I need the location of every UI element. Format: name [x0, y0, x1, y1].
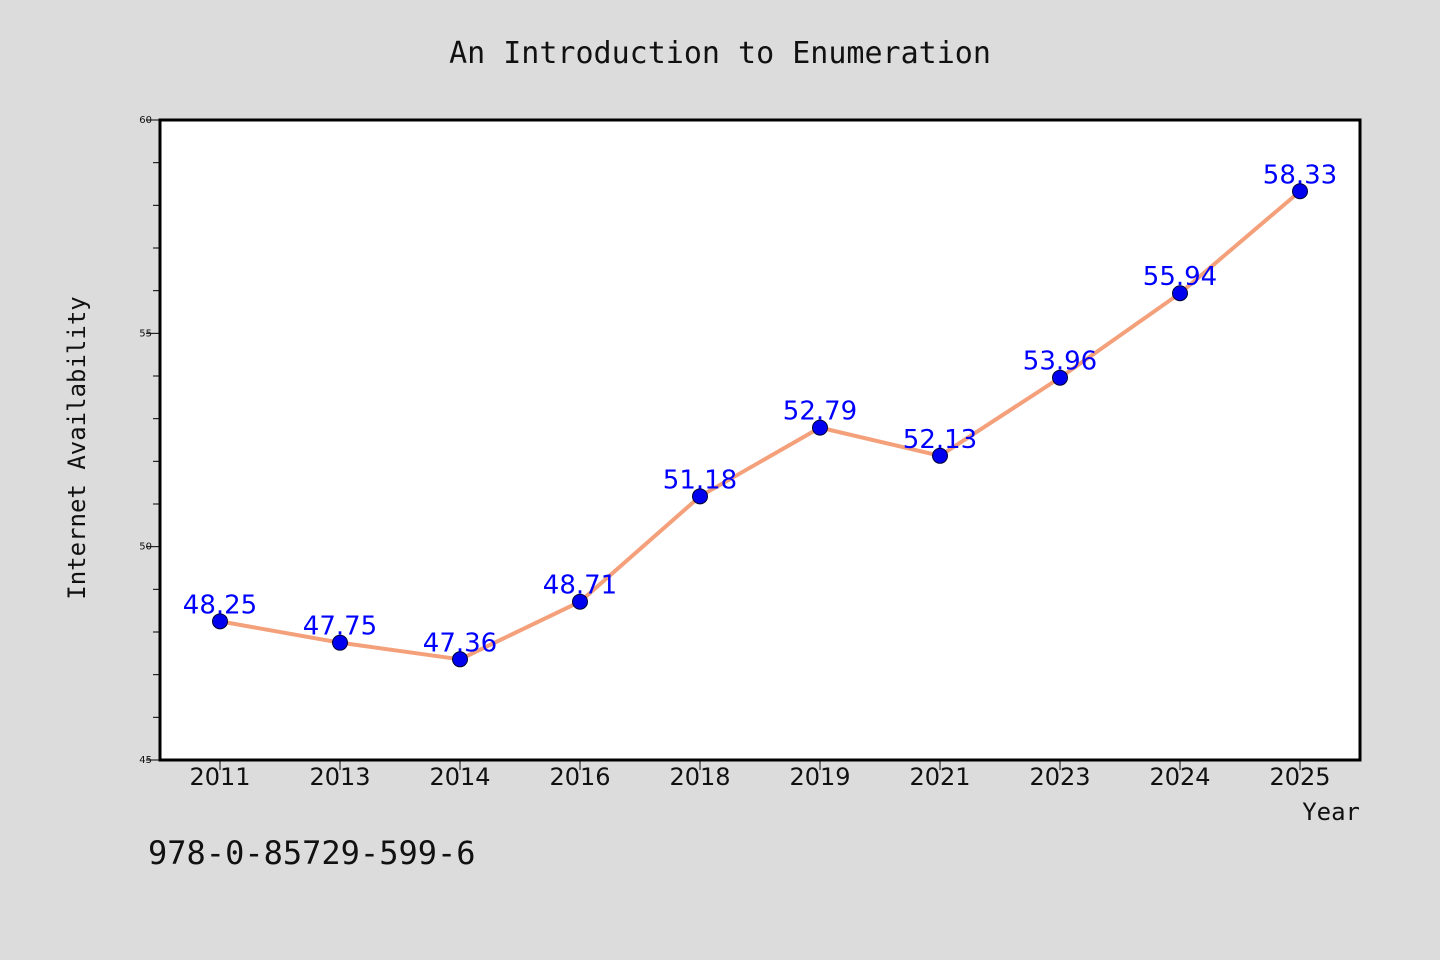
data-labels: 48.25 47.75 47.36 48.71 51.18 52.79 52.13 53.96…: [183, 160, 1337, 658]
data-point: [1172, 285, 1188, 302]
data-point: [812, 419, 828, 436]
series-line: [218, 189, 1302, 662]
data-label: 52.13: [903, 425, 977, 455]
data-label: 52.79: [783, 397, 857, 427]
y-axis-label: Internet Availability: [63, 296, 91, 599]
data-label: 58.33: [1263, 160, 1337, 190]
x-axis-ticks: 2011 2013 2014 2016 2018 2019 2021 2023 2024 2025: [189, 760, 1331, 791]
data-label: 55.94: [1143, 262, 1217, 292]
x-tick-label: 2016: [549, 763, 610, 791]
plot-area: [158, 118, 1362, 762]
data-label: 48.25: [183, 590, 257, 620]
data-point: [212, 613, 228, 630]
chart-title: An Introduction to Enumeration: [449, 36, 991, 71]
x-tick-label: 2019: [789, 763, 850, 791]
x-tick-label: 2025: [1269, 763, 1330, 791]
data-point: [1052, 369, 1068, 386]
data-label: 47.36: [423, 628, 497, 658]
x-tick-label: 2018: [669, 763, 730, 791]
x-tick-label: 2014: [429, 763, 490, 791]
y-tick-label: 50: [139, 542, 152, 553]
x-tick-label: 2024: [1149, 763, 1210, 791]
data-point: [692, 488, 708, 505]
x-axis-label: Year: [1302, 798, 1360, 826]
series-markers: [212, 183, 1308, 668]
x-tick-label: 2011: [189, 763, 250, 791]
data-label: 47.75: [303, 612, 377, 642]
y-tick-label: 45: [139, 755, 152, 766]
data-point: [332, 634, 348, 651]
data-label: 48.71: [543, 571, 617, 601]
isbn-text: 978-0-85729-599-6: [148, 834, 476, 872]
x-tick-label: 2023: [1029, 763, 1090, 791]
data-label: 53.96: [1023, 347, 1097, 377]
data-point: [932, 447, 948, 464]
y-axis-ticks: 45 50 55 60: [139, 115, 160, 766]
data-point: [572, 593, 588, 610]
series-polyline: [218, 189, 1302, 662]
data-point: [1292, 183, 1308, 200]
x-tick-label: 2021: [909, 763, 970, 791]
x-tick-label: 2013: [309, 763, 370, 791]
data-label: 51.18: [663, 465, 737, 495]
y-tick-label: 55: [139, 328, 152, 339]
y-tick-label: 60: [139, 115, 152, 126]
data-point: [452, 651, 468, 668]
